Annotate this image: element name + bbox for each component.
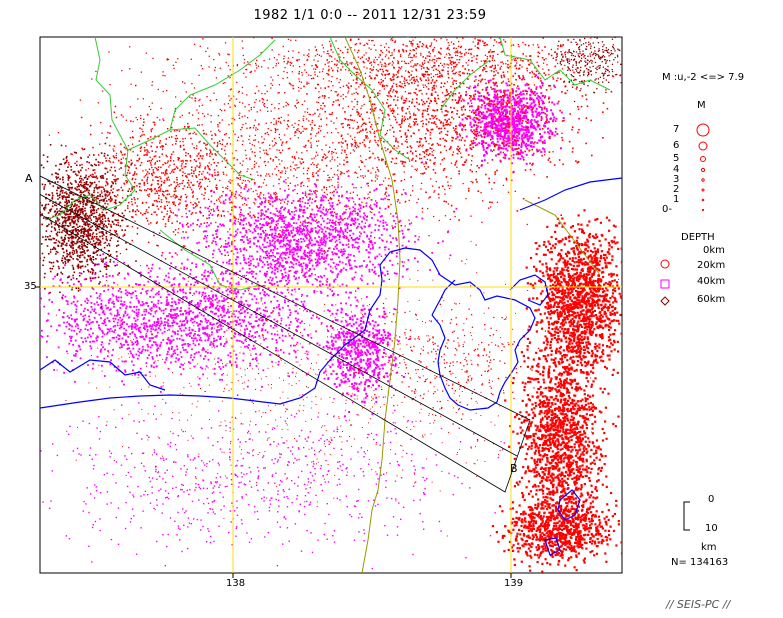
coastline (40, 177, 622, 556)
graticule (40, 37, 622, 573)
scale-top-label: 0 (708, 494, 715, 505)
cross-section-box (40, 175, 531, 493)
scale-unit-label: km (701, 542, 717, 553)
profile-label-b: B (510, 462, 518, 475)
magnitude-level-1: 1 (673, 194, 680, 205)
magnitude-level-2: 2 (673, 184, 680, 195)
depth-symbols (660, 259, 670, 306)
depth-0km: 0km (703, 245, 725, 256)
depth-header: DEPTH (681, 232, 715, 243)
footer-credit: // SEIS-PC // (666, 598, 731, 611)
event-count: N= 134163 (671, 557, 729, 568)
magnitude-level-4: 4 (673, 164, 680, 175)
depth-40km: 40km (697, 276, 726, 287)
depth-20km: 20km (697, 260, 726, 271)
frame-ticks (35, 286, 512, 578)
magnitude-symbols (696, 123, 710, 212)
magnitude-level-3: 3 (673, 174, 680, 185)
epicenter-dots (40, 37, 622, 573)
latitude-label: 35 (24, 281, 37, 292)
magnitude-range: M :u,-2 <=> 7.9 (662, 72, 745, 83)
longitude-label-139: 139 (504, 578, 524, 589)
depth-60km: 60km (697, 294, 726, 305)
rivers (344, 37, 601, 573)
prefecture-boundaries (44, 37, 611, 291)
longitude-label-138: 138 (226, 578, 246, 589)
depth-scale-bar (683, 501, 690, 531)
profile-label-a: A (25, 172, 33, 185)
map-frame (39, 36, 623, 574)
map-title: 1982 1/1 0:0 -- 2011 12/31 23:59 (253, 8, 487, 23)
magnitude-level-7: 7 (673, 124, 680, 135)
magnitude-level-5: 5 (673, 153, 680, 164)
scale-bottom-label: 10 (705, 523, 718, 534)
magnitude-header: M (697, 100, 706, 111)
magnitude-level-6: 6 (673, 140, 680, 151)
magnitude-level-0: 0- (662, 204, 672, 215)
cross-section-line (40, 193, 518, 457)
